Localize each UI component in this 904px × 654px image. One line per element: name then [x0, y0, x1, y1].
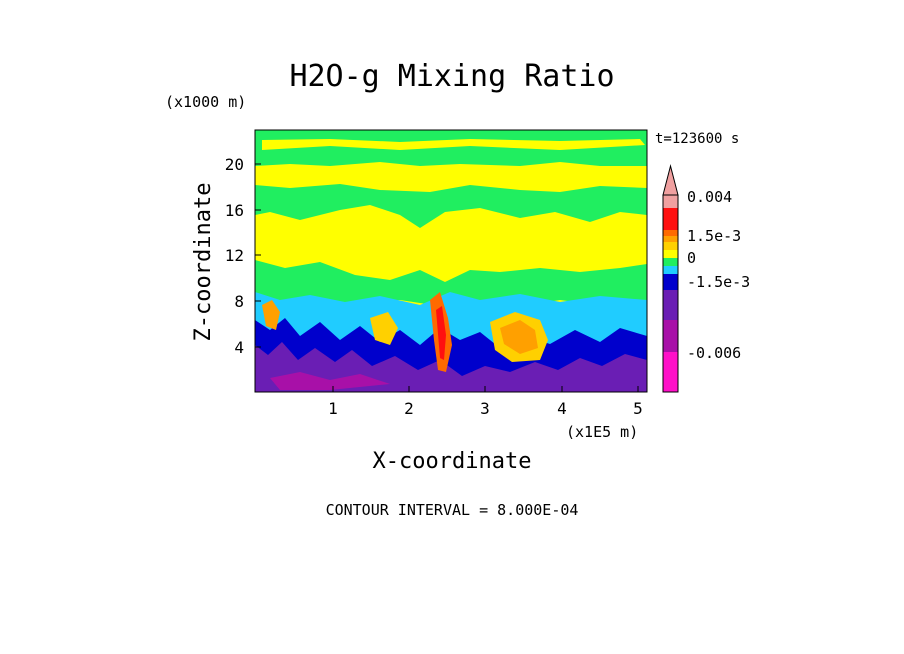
contour-lower-green: [255, 260, 647, 306]
contour-magenta-patch: [270, 372, 390, 390]
y-tick-label: 12: [225, 246, 244, 265]
x-unit-label: (x1E5 m): [566, 423, 638, 441]
x-axis-label: X-coordinate: [373, 449, 532, 474]
colorbar-swatch: [663, 230, 678, 236]
contour-top-yellow-strip: [262, 139, 645, 150]
colorbar-swatch: [663, 266, 678, 274]
colorbar-swatch: [663, 242, 678, 250]
colorbar-swatch: [663, 290, 678, 320]
contour-mid-green-band: [255, 184, 647, 228]
y-unit-label: (x1000 m): [165, 93, 246, 111]
contour-plume-center-core: [436, 306, 446, 360]
x-tick-label: 3: [480, 399, 490, 418]
x-tick-label: 2: [404, 399, 414, 418]
contour-upper-green: [255, 130, 647, 166]
y-tick-label: 4: [234, 338, 244, 357]
plot-frame: [254, 129, 648, 393]
colorbar-swatch: [663, 236, 678, 242]
x-tick-label: 1: [328, 399, 338, 418]
chart-title: H2O-g Mixing Ratio: [289, 59, 614, 94]
contour-interval: CONTOUR INTERVAL = 8.000E-04: [326, 501, 579, 519]
y-axis-label: Z-coordinate: [191, 183, 216, 342]
y-axis: 4 8 12 16 20: [225, 155, 261, 357]
y-tick-label: 16: [225, 201, 244, 220]
colorbar-swatch: [663, 352, 678, 392]
contour-field: [255, 130, 647, 392]
colorbar-swatches: [662, 164, 679, 393]
colorbar-swatch: [663, 258, 678, 266]
colorbar-swatch: [663, 195, 678, 208]
colorbar-label: 0: [687, 249, 696, 267]
colorbar-frame: [662, 194, 679, 393]
colorbar-swatch: [663, 274, 678, 290]
x-tick-label: 5: [633, 399, 643, 418]
colorbar-label: -0.006: [687, 344, 741, 362]
colorbar-label: -1.5e-3: [687, 273, 750, 291]
colorbar-label: 1.5e-3: [687, 227, 741, 245]
x-tick-label: 4: [557, 399, 567, 418]
colorbar-label: 0.004: [687, 188, 732, 206]
colorbar: 0.004 1.5e-3 0 -1.5e-3 -0.006: [662, 164, 750, 393]
contour-plume-left: [262, 300, 280, 330]
colorbar-swatch: [663, 250, 678, 258]
y-tick-label: 8: [234, 292, 244, 311]
colorbar-swatch: [663, 320, 678, 352]
colorbar-arrow: [662, 164, 679, 196]
x-axis: 1 2 3 4 5: [328, 386, 643, 418]
time-label: t=123600 s: [655, 131, 739, 147]
contour-plume-right-inner: [500, 320, 538, 354]
y-tick-label: 20: [225, 155, 244, 174]
colorbar-swatch: [663, 208, 678, 230]
contour-plume-mid: [370, 312, 398, 345]
